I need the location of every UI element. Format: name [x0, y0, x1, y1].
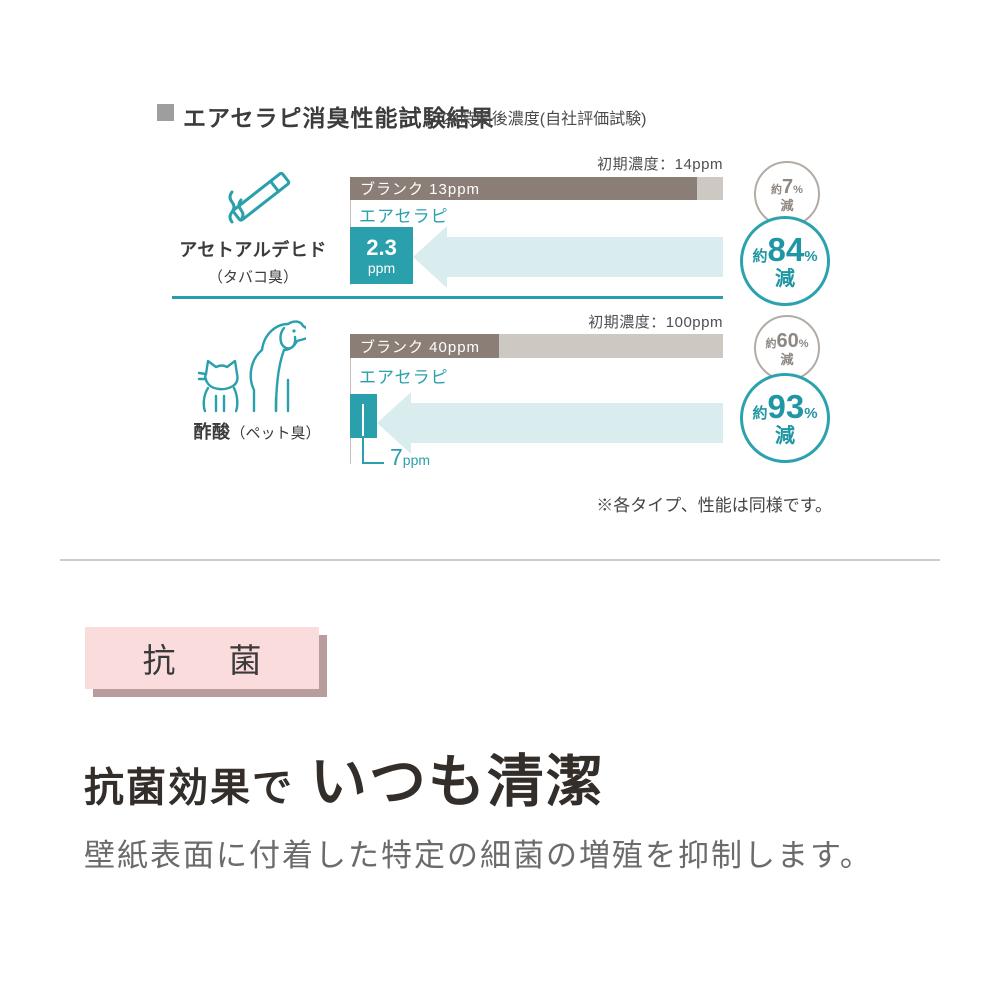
blank-bar-label: ブランク 13ppm: [360, 181, 481, 198]
leader-line: [362, 438, 364, 464]
leader-line: [362, 404, 364, 436]
product-unit: ppm: [367, 259, 396, 276]
reduction-suffix: 減: [780, 351, 794, 367]
product-label: エアセラピ: [359, 368, 449, 387]
initial-concentration-label: 初期濃度：100ppm: [588, 314, 723, 331]
reduction-arrow: [413, 226, 724, 288]
odor-name: アセトアルデヒド: [179, 240, 327, 260]
blank-bar: ブランク 13ppm: [350, 177, 723, 200]
odor-name: 酢酸: [193, 422, 231, 442]
reduction-value: 93: [767, 388, 805, 425]
row-label-acetaldehyde: アセトアルデヒド （タバコ臭）: [148, 236, 358, 287]
initial-concentration-label: 初期濃度：14ppm: [597, 156, 723, 173]
reduction-percent: %: [793, 183, 803, 196]
row-separator-line: [172, 296, 723, 299]
reduction-value: 60: [776, 329, 799, 352]
product-value: 7: [390, 444, 403, 470]
heading-lead: 抗菌効果で: [84, 766, 294, 810]
chart-row-acetic-acid: 初期濃度：100ppm ブランク 40ppm エアセラピ 7ppm: [350, 308, 723, 478]
heading-main: いつも清潔: [310, 750, 605, 814]
odor-subname: （ペット臭）: [230, 425, 321, 442]
reduction-value: 7: [782, 175, 794, 198]
antibacterial-badge: 抗 菌: [85, 627, 319, 689]
reduction-arrow: [376, 392, 723, 454]
product-value-box: 2.3 ppm: [350, 227, 414, 284]
blank-bar: ブランク 40ppm: [350, 334, 723, 358]
leader-line: [362, 462, 384, 464]
reduction-percent: %: [804, 248, 818, 265]
reduction-prefix: 約: [752, 248, 768, 265]
reduction-prefix: 約: [752, 405, 768, 422]
antibacterial-description: 壁紙表面に付着した特定の細菌の増殖を抑制します。: [84, 838, 873, 873]
product-reduction-badge: 約 93% 減: [740, 373, 830, 463]
blank-bar-fill: ブランク 40ppm: [350, 334, 500, 358]
reduction-suffix: 減: [775, 425, 795, 447]
blank-bar-label: ブランク 40ppm: [360, 338, 481, 356]
blank-reduction-badge: 約 60% 減: [754, 315, 820, 381]
square-bullet-icon: [157, 104, 174, 121]
product-unit: ppm: [402, 452, 431, 468]
product-label: エアセラピ: [359, 207, 449, 226]
cat-dog-icon: [197, 320, 306, 413]
section-divider: [60, 559, 940, 561]
product-reduction-badge: 約 84% 減: [740, 216, 830, 306]
odor-subname: （タバコ臭）: [207, 269, 298, 286]
reduction-percent: %: [804, 405, 818, 422]
product-value: 2.3: [366, 234, 397, 260]
product-value-label: 7ppm: [390, 446, 430, 469]
footnote: ※各タイプ、性能は同様です。: [596, 496, 832, 515]
page-subtitle: 24時間後濃度(自社評価試験): [442, 111, 647, 128]
reduction-prefix: 約: [765, 337, 777, 350]
page-title: エアセラピ消臭性能試験結果: [183, 105, 495, 131]
reduction-suffix: 減: [780, 197, 794, 213]
reduction-suffix: 減: [775, 268, 795, 290]
antibacterial-heading: 抗菌効果で いつも清潔: [84, 736, 605, 818]
blank-bar-fill: ブランク 13ppm: [350, 177, 697, 200]
reduction-value: 84: [767, 231, 805, 268]
chart-row-acetaldehyde: 初期濃度：14ppm ブランク 13ppm エアセラピ 2.3 ppm: [350, 150, 724, 295]
reduction-prefix: 約: [771, 183, 783, 196]
cigarette-icon: [228, 171, 291, 224]
reduction-percent: %: [798, 337, 809, 350]
row-label-acetic-acid: 酢酸（ペット臭）: [152, 418, 362, 444]
